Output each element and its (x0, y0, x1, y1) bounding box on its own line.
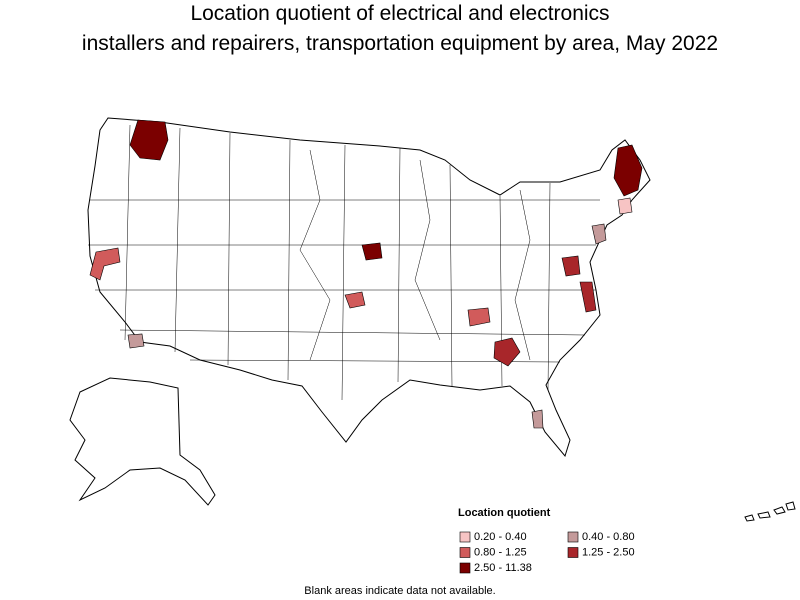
title-line: installers and repairers, transportation… (82, 32, 718, 55)
highlighted-area (361, 242, 383, 261)
highlighted-area (591, 223, 607, 245)
highlighted-area (579, 281, 597, 313)
legend-swatch (567, 547, 579, 558)
legend-label: 0.20 - 0.40 (474, 531, 527, 543)
hawaii (744, 501, 796, 522)
highlighted-area (493, 337, 521, 367)
highlighted-area (467, 307, 491, 327)
highlighted-areas (89, 119, 643, 429)
highlighted-area (89, 247, 121, 281)
highlighted-area (344, 291, 366, 309)
title-line: Location quotient of electrical and elec… (190, 2, 609, 25)
alaska (69, 377, 216, 506)
area-boundaries (88, 124, 600, 401)
legend-swatch (459, 547, 471, 558)
contiguous-us (87, 117, 651, 458)
legend-label: 0.40 - 0.80 (582, 531, 635, 543)
highlighted-area (531, 409, 544, 429)
legend-label: 0.80 - 1.25 (474, 546, 527, 558)
highlighted-area (613, 144, 643, 197)
legend-swatch (459, 531, 471, 543)
footnote: Blank areas indicate data not available. (304, 585, 495, 597)
legend-swatch (459, 562, 471, 574)
highlighted-area (129, 119, 169, 161)
highlighted-area (617, 197, 633, 215)
legend: Location quotient 0.20 - 0.40 0.40 - 0.80… (458, 507, 635, 574)
legend-swatch (567, 531, 579, 543)
highlighted-area (127, 333, 145, 349)
legend-title: Location quotient (458, 507, 551, 519)
legend-label: 2.50 - 11.38 (474, 562, 532, 574)
us-map (69, 117, 796, 522)
legend-items: 0.20 - 0.40 0.40 - 0.80 0.80 - 1.25 1.25 - … (459, 531, 635, 574)
highlighted-area (561, 255, 581, 277)
legend-label: 1.25 - 2.50 (582, 546, 635, 558)
